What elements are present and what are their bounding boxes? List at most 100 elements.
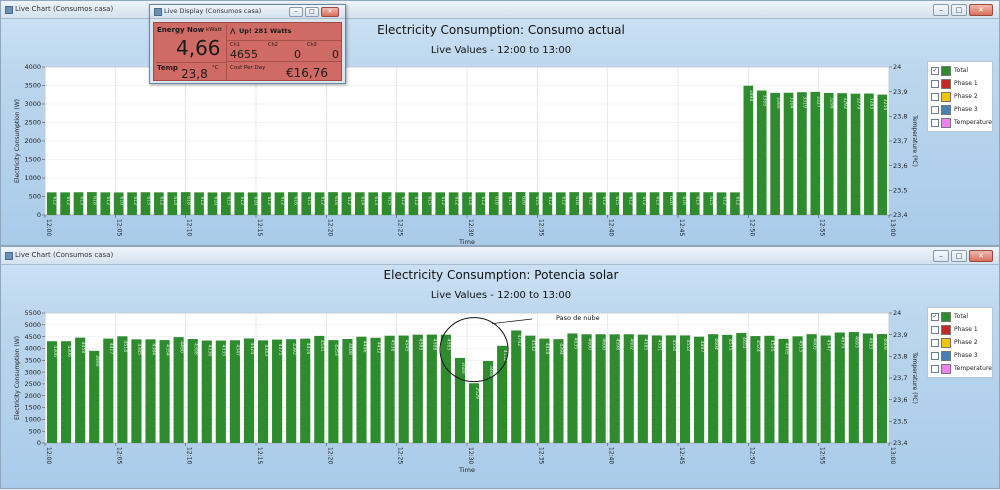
app-icon — [154, 8, 162, 16]
bar-value-label: 612 — [239, 196, 245, 205]
minimize-button[interactable]: – — [933, 4, 949, 16]
live-display-titlebar[interactable]: Live Display (Consumos casa) – □ ✕ — [150, 5, 345, 19]
bar-value-label: 613 — [373, 196, 379, 205]
bar — [215, 340, 226, 443]
bar — [173, 337, 184, 443]
bar-value-label: 615 — [78, 196, 84, 205]
legend-checkbox[interactable] — [931, 325, 939, 334]
legend-checkbox[interactable] — [931, 364, 939, 373]
legend-label: Phase 1 — [954, 326, 978, 333]
legend-checkbox[interactable]: ✓ — [931, 66, 939, 75]
bar — [328, 192, 338, 215]
chart-subtitle: Live Values - 12:00 to 13:00 — [430, 45, 572, 56]
bar — [877, 94, 888, 215]
bar-value-label: 3469 — [488, 365, 494, 377]
bar-value-label: 4538 — [389, 340, 395, 352]
bar — [243, 338, 255, 443]
y2-axis-title: Temperature (ºC) — [911, 114, 918, 167]
window-titlebar[interactable]: Live Chart (Consumos casa) – □ ✕ — [1, 247, 999, 265]
close-button[interactable]: ✕ — [969, 250, 993, 262]
bar — [497, 345, 508, 443]
legend-checkbox[interactable] — [931, 351, 939, 360]
legend-checkbox[interactable]: ✓ — [931, 312, 939, 321]
bar-value-label: 4354 — [164, 344, 170, 356]
bar — [770, 92, 780, 215]
bar-value-label: 3600 — [460, 362, 466, 374]
bar — [636, 192, 646, 215]
legend-checkbox[interactable] — [931, 118, 939, 127]
bar — [435, 192, 446, 215]
bar-value-label: 4652 — [741, 337, 747, 349]
y-axis-title: Electricity Consumption (W) — [14, 99, 21, 183]
divider — [226, 25, 227, 80]
maximize-button[interactable]: □ — [305, 7, 319, 17]
x-tick-label: 12:50 — [748, 447, 755, 464]
bar-value-label: 612 — [547, 196, 553, 205]
legend-swatch — [941, 65, 951, 76]
maximize-button[interactable]: □ — [951, 250, 967, 262]
bar-value-label: 618 — [92, 196, 98, 205]
bar-value-label: 4335 — [221, 345, 227, 357]
bar — [408, 192, 419, 215]
legend-item-phase-3[interactable]: Phase 3 — [928, 349, 992, 362]
bar — [582, 192, 593, 215]
maximize-button[interactable]: □ — [951, 4, 967, 16]
legend-item-phase-1[interactable]: Phase 1 — [928, 323, 992, 336]
bar-value-label: 3900 — [94, 355, 100, 367]
chart-potencia-solar: 12:00 12:05 12:10 12:15 12:20 12:25 12:30 12:35… — [14, 309, 918, 474]
legend-item-temperature[interactable]: Temperature — [928, 362, 992, 375]
bar-value-label: 615 — [427, 196, 433, 205]
legend-checkbox[interactable] — [931, 338, 939, 347]
bar — [113, 192, 124, 215]
bar-value-label: 4535 — [769, 340, 775, 352]
legend-item-total[interactable]: ✓ Total — [928, 310, 992, 323]
bar — [797, 92, 807, 215]
bar-value-label: 612 — [453, 196, 459, 205]
minimize-button[interactable]: – — [933, 250, 949, 262]
close-button[interactable]: ✕ — [321, 7, 339, 17]
bar-value-label: 4112 — [502, 350, 508, 362]
bar-value-label: 615 — [614, 196, 620, 205]
y2-tick-label: 23,9 — [893, 331, 907, 339]
close-button[interactable]: ✕ — [969, 4, 993, 16]
minimize-button[interactable]: – — [289, 7, 303, 17]
bar-value-label: 612 — [440, 196, 446, 205]
bar-value-label: 612 — [721, 196, 727, 205]
x-tick-label: 12:20 — [326, 447, 333, 464]
bar-value-label: 615 — [654, 196, 660, 205]
bar — [792, 336, 803, 443]
ch1-value: 4655 — [230, 48, 258, 61]
bar-value-label: 618 — [574, 196, 580, 205]
x-tick-label: 12:55 — [819, 219, 826, 236]
bar — [154, 192, 164, 215]
bar-value-label: 4418 — [544, 343, 550, 355]
bar — [649, 192, 660, 215]
bar-value-label: 4394 — [558, 343, 564, 355]
bar — [837, 93, 847, 215]
legend-item-phase-3[interactable]: Phase 3 — [928, 103, 992, 116]
y-tick-label: 3000 — [24, 100, 41, 108]
bar — [272, 339, 283, 443]
bar-value-label: 618 — [494, 196, 500, 205]
bar-value-label: 4353 — [333, 344, 339, 356]
bar-value-label: 612 — [480, 196, 486, 205]
chart-legend: ✓ Total Phase 1 Phase 2 Phase 3 Temperature — [927, 61, 993, 132]
legend-checkbox[interactable] — [931, 105, 939, 114]
legend-checkbox[interactable] — [931, 92, 939, 101]
legend-item-phase-2[interactable]: Phase 2 — [928, 90, 992, 103]
bar-value-label: 4604 — [713, 338, 719, 350]
bar — [328, 340, 339, 443]
x-tick-label: 12:05 — [115, 447, 122, 464]
bar-value-label: 4417 — [108, 343, 114, 355]
bar — [342, 339, 353, 443]
legend-item-phase-2[interactable]: Phase 2 — [928, 336, 992, 349]
legend-item-phase-1[interactable]: Phase 1 — [928, 77, 992, 90]
x-tick-label: 12:10 — [186, 219, 193, 236]
legend-item-temperature[interactable]: Temperature — [928, 116, 992, 129]
bar — [708, 334, 719, 443]
legend-checkbox[interactable] — [931, 79, 939, 88]
y-tick-label: 2000 — [24, 137, 41, 145]
legend-item-total[interactable]: ✓ Total — [928, 64, 992, 77]
bar-value-label: 615 — [386, 196, 392, 205]
bar — [314, 335, 325, 443]
